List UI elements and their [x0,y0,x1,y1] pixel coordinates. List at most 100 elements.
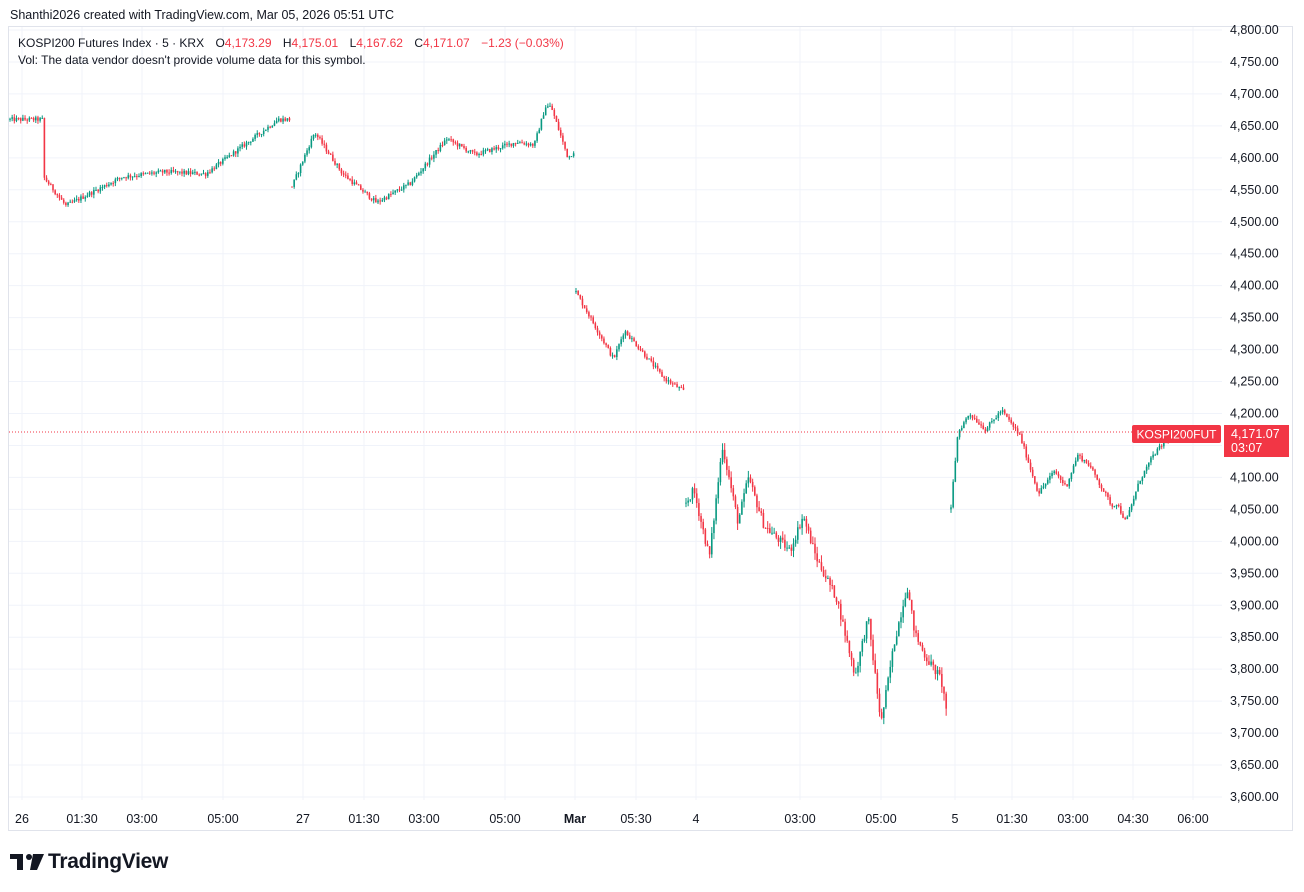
candle [110,182,112,186]
candle [375,194,377,203]
candle [601,334,603,342]
candle-body [226,156,228,158]
candle [865,621,868,644]
candle-body [368,193,371,199]
candle [674,382,676,385]
candle-body [291,186,293,188]
candle-body [58,195,61,198]
candle [928,655,930,666]
candle-body [217,161,220,165]
candle [1148,462,1150,470]
candle-body [1109,497,1111,505]
candle [136,173,138,180]
candle [592,315,594,325]
candle [506,141,508,148]
candle-body [71,201,74,203]
candle [538,127,541,134]
candle-body [398,189,401,191]
candle [1031,466,1034,478]
candle [308,145,310,154]
candle-body [110,183,112,185]
candle [219,161,222,167]
candle [514,142,517,147]
candle [510,143,513,148]
candle [728,465,730,480]
candle [986,426,989,432]
candle-body [360,185,362,190]
candle [1145,464,1148,474]
candle-body [678,387,680,389]
candle-body [204,173,207,176]
candle [732,485,735,501]
candle [179,171,181,175]
candle [635,340,637,347]
candle-body [723,449,726,460]
candle-body [969,415,972,417]
candle [304,153,306,164]
candle-body [601,335,603,339]
candle [671,381,674,387]
tradingview-brand: TradingView [48,850,169,873]
candle-body [86,195,89,197]
candle-body [991,421,993,423]
candle [719,458,722,486]
candle-body [411,181,414,185]
candle [140,172,142,178]
candle [458,143,461,150]
candle [596,325,599,336]
tradingview-logo[interactable]: TradingView [10,850,168,874]
candle [993,419,995,424]
candle [465,146,467,153]
candle [661,369,663,378]
candle [921,642,924,652]
candle-body [1150,457,1152,463]
low-label: L [349,36,357,50]
x-tick-label: 05:00 [865,812,896,826]
candle-body [93,189,95,195]
candle [654,362,657,369]
candle [764,527,767,529]
symbol-title[interactable]: KOSPI200 Futures Index · 5 · KRX [18,36,205,50]
candle [336,163,338,169]
candle [499,148,502,153]
candle [247,141,250,145]
candle [166,169,168,176]
y-tick-label: 4,000.00 [1230,534,1279,548]
candle-body [878,693,881,713]
candle [682,384,685,391]
candle-body [910,599,913,611]
candle-body [1158,445,1161,449]
candle [385,196,388,201]
candle [121,177,123,181]
candle [689,499,692,503]
candle [155,171,157,178]
candle-body [239,146,241,149]
candle [976,415,978,423]
candle-body [234,151,237,154]
candle [917,629,919,645]
candle-body [698,503,700,517]
candle-body [540,118,543,130]
candle-body [308,147,310,151]
candle [1025,444,1028,461]
candle-body [521,142,523,144]
candle-body [596,328,599,333]
candle-body [1027,457,1030,463]
candle-body [846,635,849,641]
candle [131,176,134,181]
candle [288,116,291,122]
candle-body [917,633,919,642]
chart-frame[interactable] [8,26,1293,831]
candle [99,184,102,194]
candle-body [687,500,689,503]
candle [988,421,991,431]
candle [69,199,71,203]
candle [691,486,694,504]
x-tick-label: 03:00 [408,812,439,826]
candle-body [557,121,560,131]
candle-body [15,118,18,121]
candle [945,691,947,716]
candle-body [775,532,778,538]
candle [885,685,887,710]
